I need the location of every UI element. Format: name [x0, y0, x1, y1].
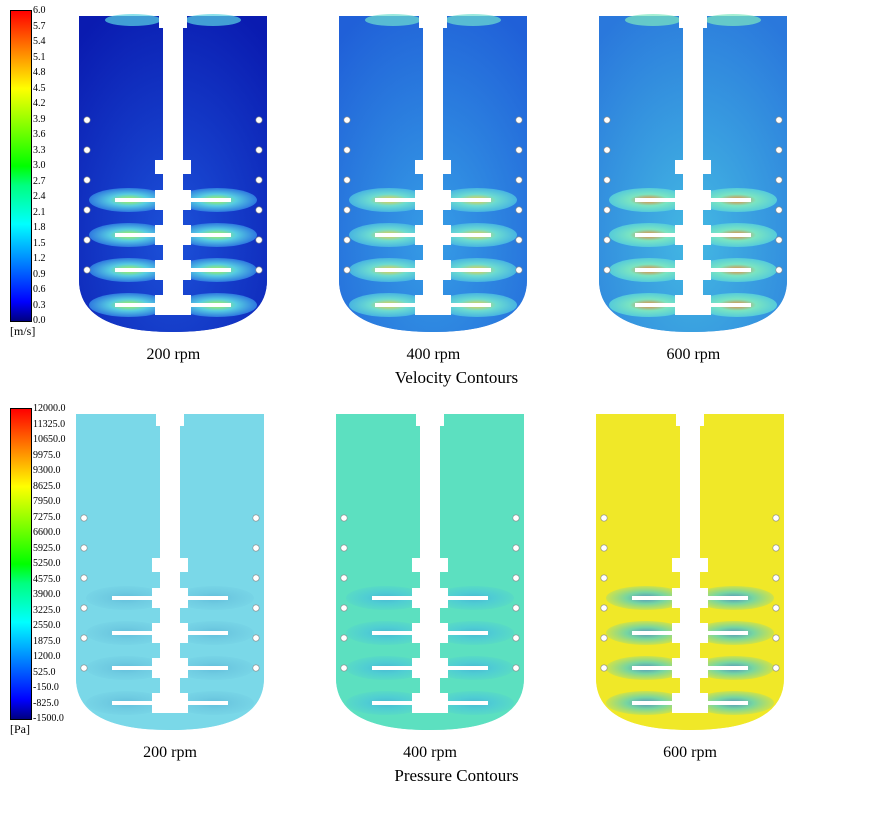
colorbar-tick: 4.8 [33, 68, 46, 78]
colorbar-tick: 6600.0 [33, 528, 61, 538]
colorbar-tick: 3.3 [33, 146, 46, 156]
vessel-label: 400 rpm [403, 744, 457, 762]
colorbar-tick: 3900.0 [33, 590, 61, 600]
vessel-label: 200 rpm [146, 346, 200, 364]
vessel: 400 rpm [333, 10, 533, 364]
colorbar-tick: 525.0 [33, 668, 56, 678]
vessel: 200 rpm [70, 408, 270, 762]
pressure-row: 12000.011325.010650.09975.09300.08625.07… [10, 408, 893, 762]
pressure-vessels: 200 rpm 400 rpm 600 rpm [70, 408, 790, 762]
colorbar-tick: 5.7 [33, 22, 46, 32]
colorbar-tick: -150.0 [33, 683, 59, 693]
colorbar-tick: 9975.0 [33, 451, 61, 461]
velocity-vessels: 200 rpm 400 rpm 600 rpm [73, 10, 793, 364]
vessel-label: 600 rpm [666, 346, 720, 364]
pressure-title: Pressure Contours [10, 766, 893, 786]
colorbar-tick: -825.0 [33, 699, 59, 709]
colorbar-tick: 4575.0 [33, 575, 61, 585]
vessel-label: 400 rpm [406, 346, 460, 364]
colorbar-tick: 1.5 [33, 239, 46, 249]
colorbar-tick: 4.2 [33, 99, 46, 109]
pressure-section: 12000.011325.010650.09975.09300.08625.07… [10, 408, 893, 786]
colorbar-tick: 8625.0 [33, 482, 61, 492]
velocity-unit: [m/s] [10, 324, 35, 339]
velocity-row: 6.05.75.45.14.84.54.23.93.63.33.02.72.42… [10, 10, 893, 364]
colorbar-tick: 0.6 [33, 285, 46, 295]
colorbar-tick: 2.7 [33, 177, 46, 187]
colorbar-tick: 2.4 [33, 192, 46, 202]
colorbar-tick: 6.0 [33, 6, 46, 16]
colorbar-tick: 1.8 [33, 223, 46, 233]
colorbar-tick: 0.3 [33, 301, 46, 311]
colorbar-tick: 3.0 [33, 161, 46, 171]
colorbar-tick: 1875.0 [33, 637, 61, 647]
velocity-colorbar: 6.05.75.45.14.84.54.23.93.63.33.02.72.42… [10, 10, 35, 339]
colorbar-tick: 3225.0 [33, 606, 61, 616]
colorbar-tick: 5250.0 [33, 559, 61, 569]
vessel: 600 rpm [593, 10, 793, 364]
vessel-label: 200 rpm [143, 744, 197, 762]
colorbar-tick: 3.9 [33, 115, 46, 125]
colorbar-tick: 1.2 [33, 254, 46, 264]
colorbar-tick: 12000.0 [33, 404, 66, 414]
colorbar-tick: -1500.0 [33, 714, 64, 724]
vessel: 200 rpm [73, 10, 273, 364]
colorbar-tick: 7275.0 [33, 513, 61, 523]
colorbar-tick: 10650.0 [33, 435, 66, 445]
vessel: 400 rpm [330, 408, 530, 762]
colorbar-tick: 5925.0 [33, 544, 61, 554]
colorbar-tick: 5.1 [33, 53, 46, 63]
velocity-title: Velocity Contours [10, 368, 893, 388]
colorbar-tick: 9300.0 [33, 466, 61, 476]
colorbar-tick: 0.0 [33, 316, 46, 326]
colorbar-tick: 2.1 [33, 208, 46, 218]
vessel-label: 600 rpm [663, 744, 717, 762]
colorbar-tick: 4.5 [33, 84, 46, 94]
pressure-colorbar: 12000.011325.010650.09975.09300.08625.07… [10, 408, 32, 737]
colorbar-tick: 0.9 [33, 270, 46, 280]
colorbar-tick: 5.4 [33, 37, 46, 47]
pressure-unit: [Pa] [10, 722, 30, 737]
colorbar-tick: 7950.0 [33, 497, 61, 507]
colorbar-tick: 11325.0 [33, 420, 65, 430]
colorbar-tick: 2550.0 [33, 621, 61, 631]
vessel: 600 rpm [590, 408, 790, 762]
velocity-section: 6.05.75.45.14.84.54.23.93.63.33.02.72.42… [10, 10, 893, 388]
colorbar-tick: 3.6 [33, 130, 46, 140]
colorbar-tick: 1200.0 [33, 652, 61, 662]
